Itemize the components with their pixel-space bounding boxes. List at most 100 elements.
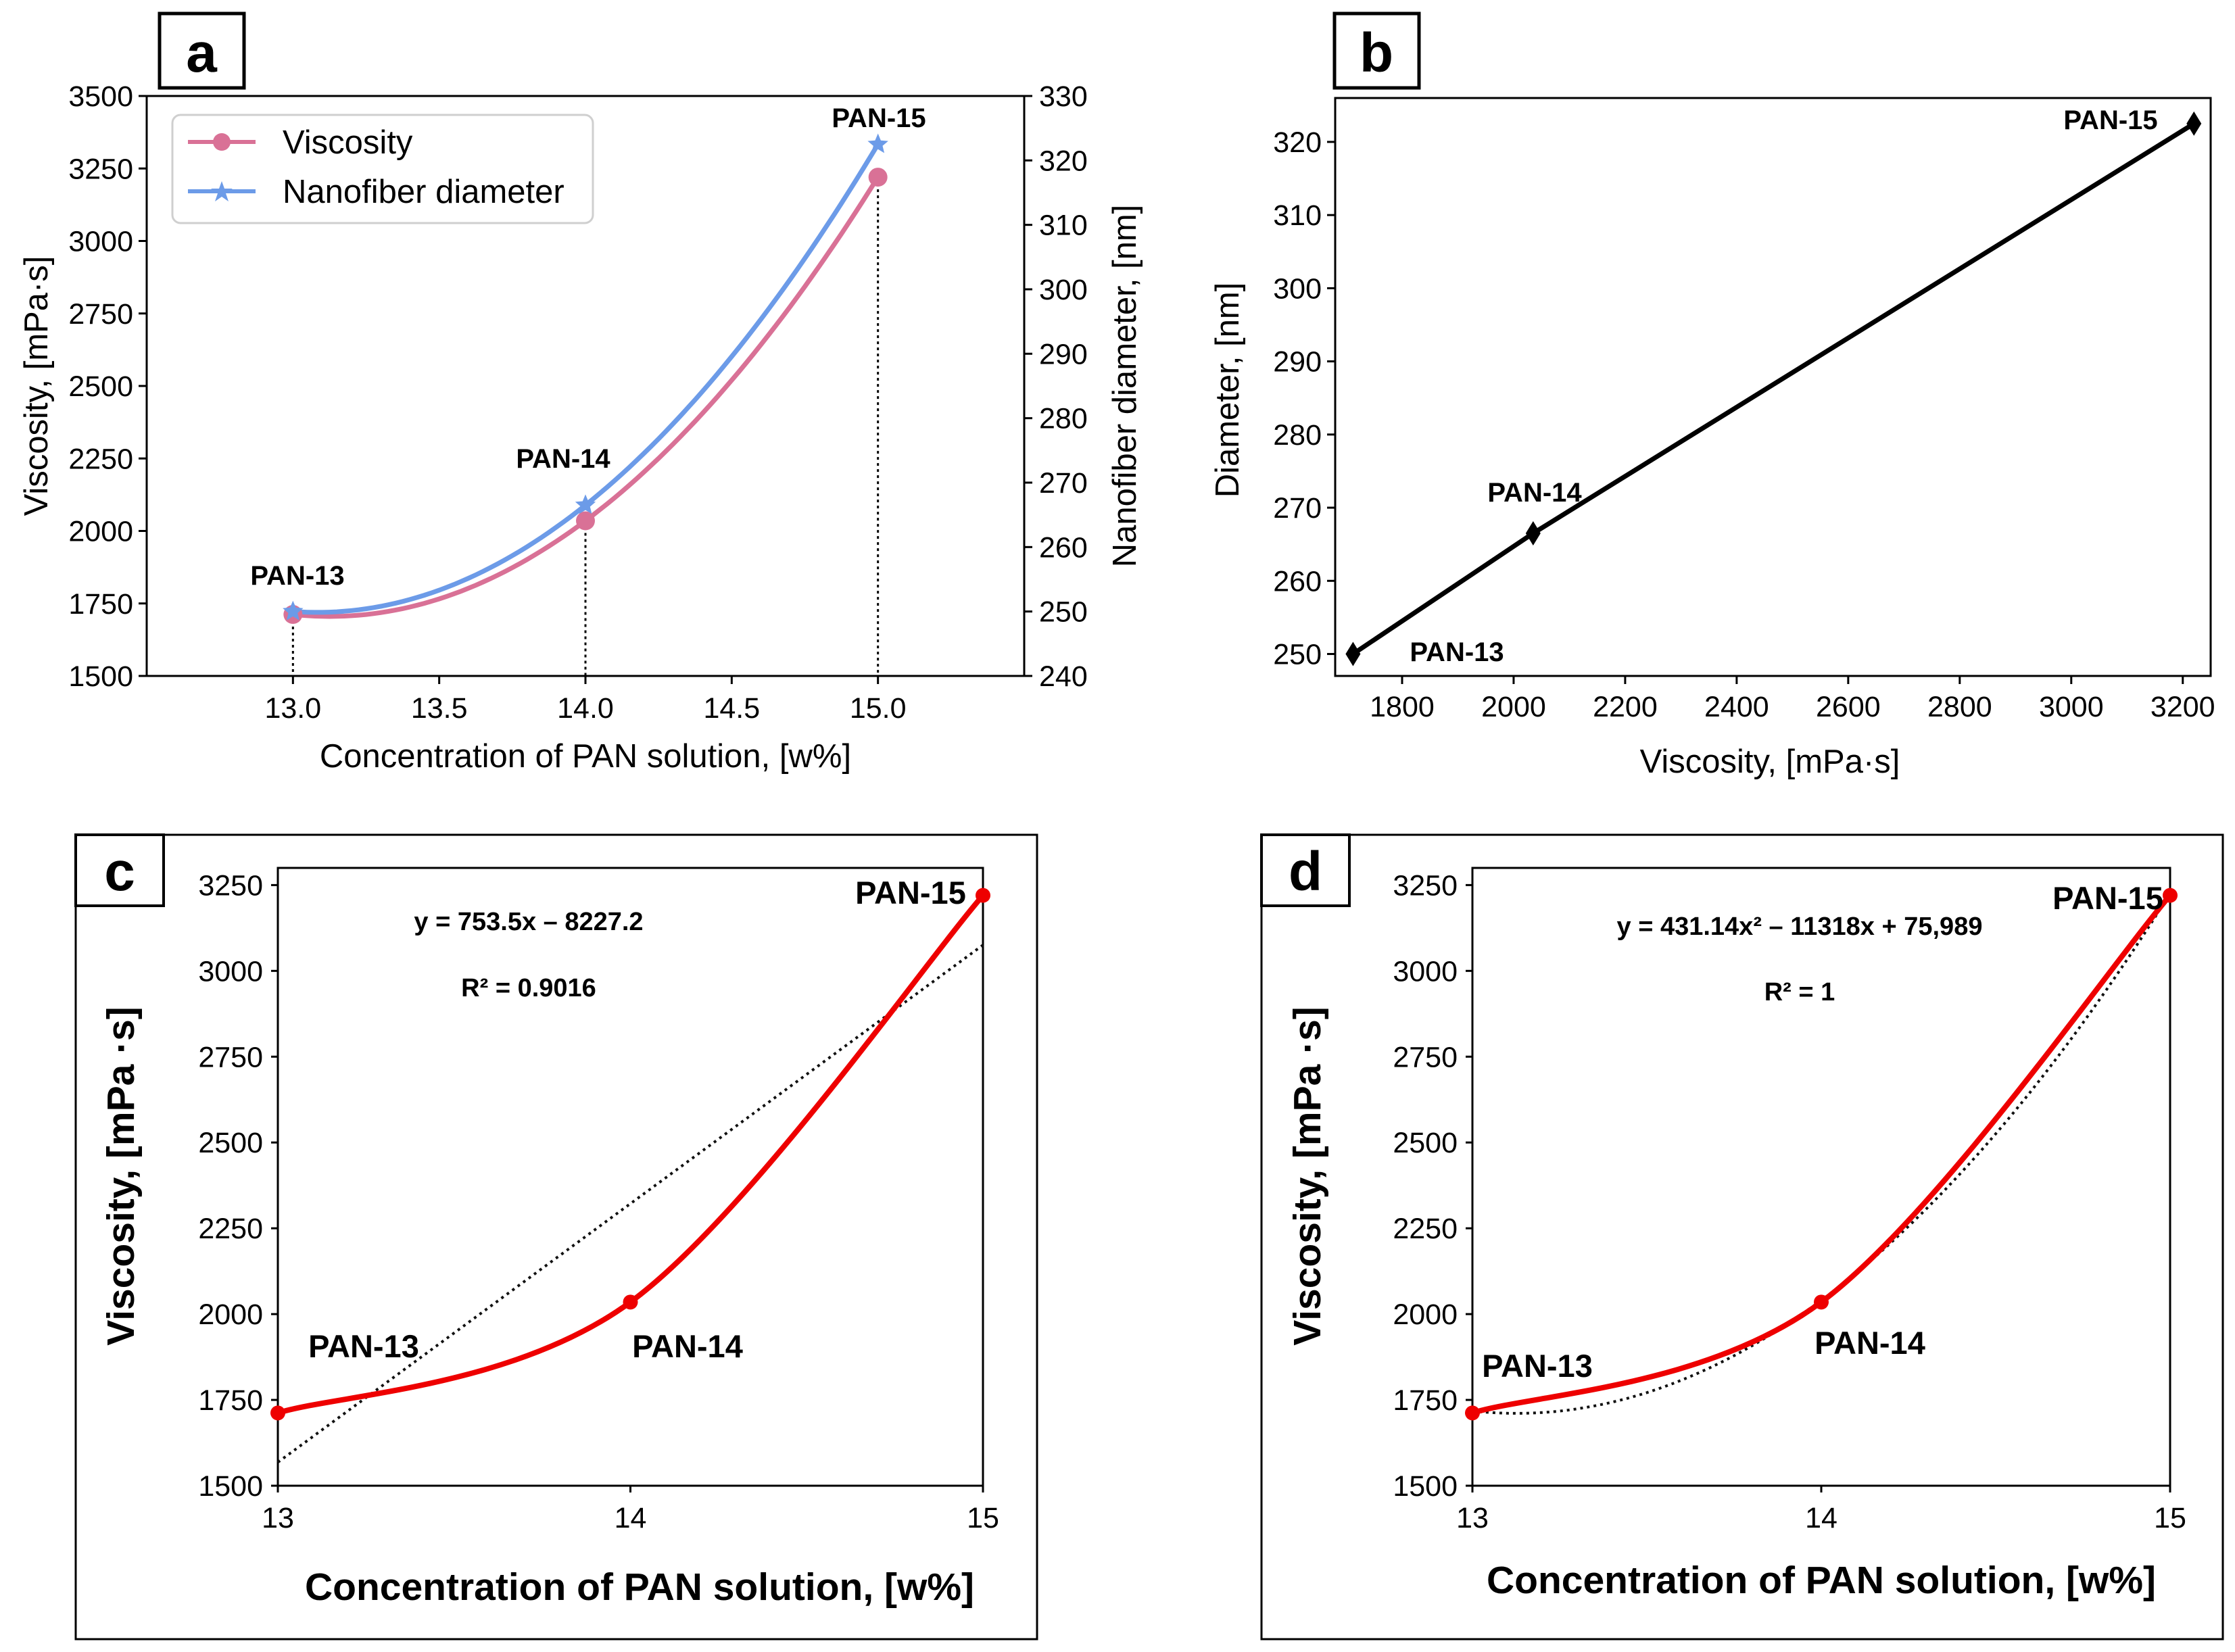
y-tick-label: 3000 (1393, 955, 1458, 988)
diameter-point (575, 494, 596, 514)
x-tick-label: 2800 (1927, 691, 1992, 723)
x-tick-label: 2200 (1593, 691, 1658, 723)
legend-diameter-marker (211, 181, 233, 201)
viscosity-point (623, 1294, 638, 1310)
y-tick-label: 280 (1273, 419, 1322, 452)
y-tick-label: 300 (1273, 272, 1322, 305)
y-right-tick-label: 280 (1039, 403, 1088, 435)
y-tick-label: 320 (1273, 126, 1322, 159)
viscosity-point (576, 511, 595, 531)
y-tick-label: 290 (1273, 346, 1322, 379)
y-tick-label: 2000 (198, 1298, 263, 1331)
trend-line (277, 944, 984, 1463)
panel-d-letter: d (1289, 841, 1322, 902)
y-right-tick-label: 300 (1039, 274, 1088, 306)
x-tick-label: 13 (262, 1502, 294, 1534)
y-tick-label: 260 (1273, 565, 1322, 598)
panel-a-legend: Viscosity Nanofiber diameter (171, 114, 594, 224)
viscosity-point (868, 168, 888, 187)
point-label: PAN-13 (1410, 637, 1504, 667)
point-label: PAN-13 (250, 561, 344, 591)
panel-d-xlabel: Concentration of PAN solution, [w%] (1487, 1559, 2156, 1602)
y-right-tick-label: 330 (1039, 80, 1088, 113)
panel-c-equation: y = 753.5x – 8227.2 (414, 908, 643, 936)
y-tick-label: 2000 (68, 516, 133, 548)
panel-a-xlabel: Concentration of PAN solution, [w%] (320, 738, 851, 775)
viscosity-point (1814, 1294, 1829, 1310)
y-tick-label: 250 (1273, 639, 1322, 671)
point-label: PAN-14 (1487, 478, 1582, 508)
y-tick-label: 1500 (1393, 1470, 1458, 1503)
y-tick-label: 2250 (68, 443, 133, 475)
y-tick-label: 3250 (198, 869, 263, 902)
y-tick-label: 2000 (1393, 1298, 1458, 1331)
diameter-line (1351, 121, 2196, 656)
panel-b-letter: b (1360, 22, 1393, 84)
panel-d: d 13 14 15 1500 1750 2000 2250 2500 2750 3000 3250… (1260, 833, 2224, 1641)
diameter-point (1525, 520, 1541, 545)
x-tick-label: 2400 (1704, 691, 1769, 723)
x-tick-label: 1800 (1370, 691, 1435, 723)
y-tick-label: 1750 (68, 588, 133, 621)
viscosity-line (1471, 894, 2173, 1416)
y-tick-label: 2250 (1393, 1213, 1458, 1245)
panel-d-letter-box (1260, 833, 1351, 907)
y-tick-label: 3500 (68, 80, 133, 113)
point-label: PAN-15 (2063, 105, 2157, 135)
panel-a-ylabel-right: Nanofiber diameter, [nm] (1107, 205, 1143, 568)
x-tick-label: 14.0 (557, 692, 614, 725)
trend-line (1472, 892, 2171, 1415)
x-tick-label: 14 (1805, 1502, 1837, 1534)
y-tick-label: 3250 (68, 153, 133, 185)
legend-box (171, 114, 594, 224)
y-right-tick-label: 320 (1039, 145, 1088, 177)
viscosity-point (976, 888, 990, 903)
viscosity-line (292, 176, 880, 619)
panel-c-xlabel: Concentration of PAN solution, [w%] (305, 1565, 974, 1609)
panel-b-xlabel: Viscosity, [mPa·s] (1640, 744, 1900, 780)
y-tick-label: 1750 (198, 1384, 263, 1417)
viscosity-line (277, 894, 986, 1416)
x-tick-label: 13.5 (411, 692, 468, 725)
point-label: PAN-15 (855, 875, 966, 910)
y-tick-label: 1500 (68, 660, 133, 693)
x-tick-label: 13.0 (264, 692, 321, 725)
panel-b-ylabel: Diameter, [nm] (1209, 283, 1246, 498)
panel-a: a 13.0 13.5 14.0 14.5 15.0 1500 1750 2000 2250 25… (18, 11, 1143, 775)
y-tick-label: 2500 (1393, 1127, 1458, 1159)
panel-b-letter-box (1332, 11, 1421, 90)
x-tick-label: 2600 (1816, 691, 1881, 723)
y-tick-label: 3000 (198, 955, 263, 988)
point-label: PAN-14 (516, 444, 610, 474)
legend-viscosity-marker (213, 133, 231, 151)
panel-c-ylabel: Viscosity, [mPa ·s] (99, 1006, 143, 1346)
diameter-point (867, 133, 888, 153)
x-tick-label: 15 (2154, 1502, 2186, 1534)
x-tick-label: 3000 (2039, 691, 2104, 723)
y-tick-label: 3250 (1393, 869, 1458, 902)
point-label: PAN-14 (632, 1328, 743, 1364)
panel-b: b 1800 2000 2200 2400 2600 2800 3000 3200 250 260… (1209, 11, 2215, 780)
point-label: PAN-15 (832, 103, 926, 133)
y-tick-label: 2750 (1393, 1041, 1458, 1073)
x-tick-label: 2000 (1481, 691, 1546, 723)
panel-c-outer-frame (74, 833, 1038, 1641)
y-right-tick-label: 260 (1039, 531, 1088, 564)
panel-a-letter-box (158, 11, 246, 90)
panel-b-plot-frame (1334, 97, 2212, 677)
panel-d-outer-frame (1260, 833, 2224, 1641)
y-tick-label: 270 (1273, 492, 1322, 525)
point-label: PAN-13 (308, 1328, 419, 1364)
x-tick-label: 13 (1456, 1502, 1489, 1534)
y-tick-label: 2750 (198, 1041, 263, 1073)
panel-a-letter: a (186, 22, 218, 84)
point-label: PAN-13 (1482, 1348, 1593, 1384)
panel-d-r2: R² = 1 (1764, 978, 1835, 1006)
y-tick-label: 2500 (198, 1127, 263, 1159)
panel-c-r2: R² = 0.9016 (461, 974, 596, 1002)
diameter-point (283, 600, 304, 621)
y-right-tick-label: 290 (1039, 338, 1088, 370)
panel-d-equation: y = 431.14x² – 11318x + 75,989 (1617, 913, 1983, 941)
legend-viscosity-label: Viscosity (283, 124, 413, 161)
